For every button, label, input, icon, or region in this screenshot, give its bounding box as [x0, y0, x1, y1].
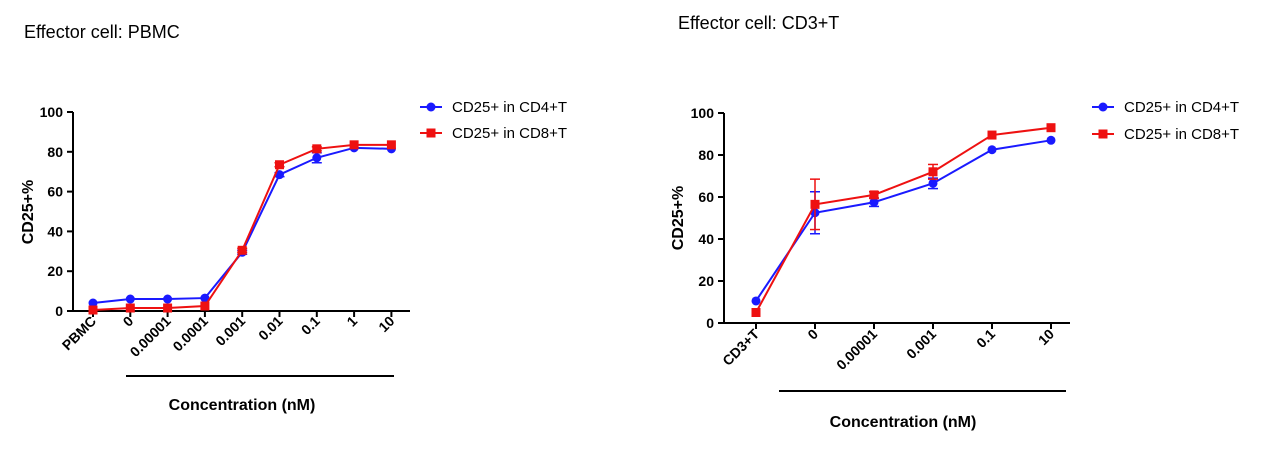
x-tick-label: PBMC: [59, 313, 99, 353]
y-tick-label: 100: [691, 105, 715, 121]
x-tick-label: 0.001: [903, 326, 939, 362]
y-tick-label: 80: [47, 144, 63, 160]
x-tick-label: 0.00001: [127, 313, 174, 360]
x-tick-label: 0.00001: [833, 326, 880, 373]
data-point: [869, 190, 879, 200]
legend-item: CD25+ in CD8+T: [1092, 126, 1239, 143]
series-line: [92, 146, 392, 305]
chart-1: Effector cell: PBMC020406080100CD25+%PBM…: [20, 22, 567, 414]
data-point: [237, 245, 247, 255]
legend-item: CD25+ in CD4+T: [420, 99, 567, 116]
x-tick-label: 10: [1035, 326, 1057, 348]
data-point: [386, 140, 396, 150]
x-tick-label: CD3+T: [719, 325, 762, 368]
y-tick-label: 20: [47, 263, 63, 279]
legend-marker: [1098, 102, 1108, 112]
legend-marker: [426, 102, 436, 112]
data-point: [1046, 123, 1056, 133]
y-tick-label: 20: [698, 273, 714, 289]
x-tick-label: 0.001: [212, 313, 248, 349]
data-point: [200, 293, 210, 303]
chart-title: Effector cell: CD3+T: [678, 13, 839, 33]
y-tick-label: 80: [698, 147, 714, 163]
y-tick-label: 0: [706, 315, 714, 331]
legend-marker: [1098, 129, 1108, 139]
data-point: [312, 144, 322, 154]
legend-label: CD25+ in CD8+T: [452, 125, 567, 142]
series-1: [751, 135, 1056, 306]
data-point: [275, 160, 284, 170]
data-point: [200, 301, 210, 311]
data-point: [88, 298, 98, 308]
x-tick-label: 0: [120, 313, 137, 330]
y-tick-label: 0: [55, 303, 63, 319]
chart-2: Effector cell: CD3+T020406080100CD25+%CD…: [670, 13, 1239, 431]
y-tick-label: 60: [47, 184, 63, 200]
series-2: [751, 123, 1056, 317]
chart-title: Effector cell: PBMC: [24, 22, 180, 42]
legend-marker: [426, 128, 436, 138]
legend-label: CD25+ in CD4+T: [452, 99, 567, 116]
x-tick-label: 0.01: [255, 313, 286, 344]
data-point: [312, 153, 322, 163]
legend-label: CD25+ in CD8+T: [1124, 126, 1239, 143]
series-2: [88, 140, 396, 315]
x-axis-label: Concentration (nM): [169, 397, 316, 414]
legend: CD25+ in CD4+T CD25+ in CD8+T: [1092, 99, 1239, 143]
data-point: [751, 308, 761, 317]
data-point: [987, 130, 997, 140]
series-line: [755, 139, 1052, 302]
data-point: [275, 170, 284, 180]
y-tick-label: 40: [47, 223, 63, 239]
x-tick-label: 0.1: [298, 313, 323, 338]
data-point: [125, 303, 135, 313]
x-tick-label: 10: [375, 313, 397, 335]
legend-item: CD25+ in CD8+T: [420, 125, 567, 142]
legend: CD25+ in CD4+T CD25+ in CD8+T: [420, 99, 567, 142]
y-tick-label: 60: [698, 189, 714, 205]
data-point: [928, 167, 938, 177]
series-line: [755, 126, 1052, 313]
data-point: [163, 303, 173, 313]
legend-label: CD25+ in CD4+T: [1124, 99, 1239, 116]
y-axis-label: CD25+%: [20, 180, 37, 244]
x-tick-label: 0: [804, 326, 821, 343]
y-tick-label: 100: [40, 104, 64, 120]
series-1: [88, 143, 396, 308]
legend-item: CD25+ in CD4+T: [1092, 99, 1239, 116]
data-point: [987, 145, 997, 155]
data-point: [751, 296, 761, 306]
data-point: [125, 294, 135, 304]
data-point: [163, 294, 173, 304]
data-point: [869, 197, 879, 207]
x-tick-label: 0.1: [973, 326, 998, 351]
data-point: [349, 140, 359, 150]
series-line: [92, 143, 392, 312]
data-point: [928, 178, 938, 188]
x-tick-label: 1: [343, 313, 360, 330]
x-tick-label: 0.0001: [169, 313, 211, 355]
data-point: [810, 199, 820, 209]
data-point: [88, 305, 98, 315]
y-axis-label: CD25+%: [670, 186, 687, 250]
x-axis-label: Concentration (nM): [830, 414, 977, 431]
data-point: [1046, 135, 1056, 145]
y-tick-label: 40: [698, 231, 714, 247]
